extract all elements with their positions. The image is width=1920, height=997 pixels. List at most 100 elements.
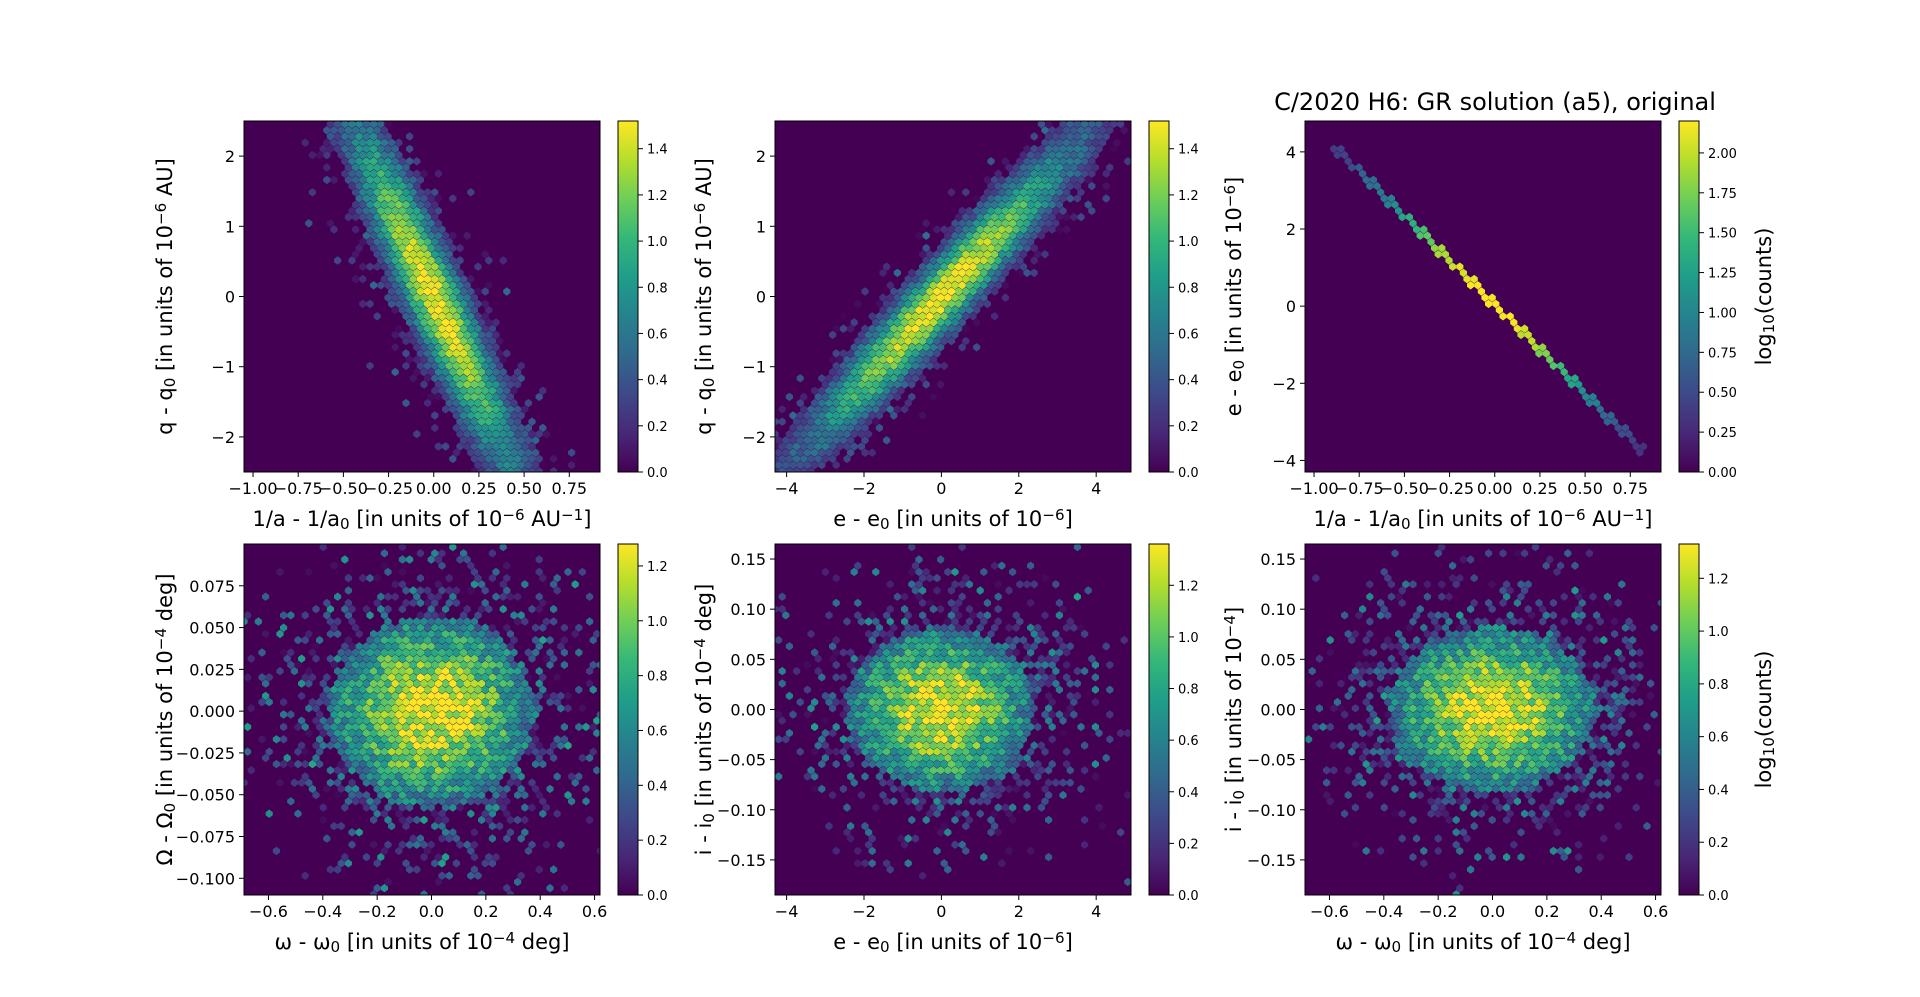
hex-cell	[890, 673, 898, 682]
hex-cell	[420, 293, 428, 302]
hex-cell	[427, 691, 435, 701]
hex-cell	[409, 697, 417, 707]
hex-cell	[1456, 735, 1464, 744]
hex-cell	[557, 704, 565, 713]
colorbar: 0.00.20.40.60.81.01.21.4	[617, 120, 668, 481]
hex-cell	[1059, 604, 1067, 614]
hex-cell	[398, 604, 406, 614]
hex-cell	[1398, 747, 1406, 756]
hex-cell	[904, 287, 912, 296]
hex-cell	[865, 741, 873, 750]
hex-cell	[1488, 728, 1496, 738]
hex-cell	[373, 138, 381, 147]
hex-cell	[832, 660, 840, 670]
hex-cell	[362, 666, 370, 676]
hex-cell	[337, 821, 345, 831]
hex-cell	[467, 747, 475, 756]
hex-cell	[991, 673, 999, 682]
hex-cell	[857, 691, 865, 701]
hex-cell	[983, 274, 991, 284]
hex-cell	[944, 617, 952, 626]
hex-cell	[1059, 778, 1067, 787]
hex-cell	[951, 305, 959, 315]
hex-cell	[836, 442, 844, 451]
hex-cell	[506, 741, 514, 750]
hex-cell	[1578, 735, 1586, 744]
hex-cell	[1001, 704, 1009, 713]
hex-cell	[955, 784, 963, 794]
panel-4: −0.6 −0.4 −0.2 0.0 0.2 0.4 0.6−0.100−0.075−0.0…	[152, 543, 668, 956]
hex-cell	[1073, 691, 1081, 701]
hex-cell	[778, 467, 786, 472]
hex-cell	[406, 815, 414, 825]
x-tick-label: −0.25	[1425, 479, 1474, 498]
hex-cell	[1503, 580, 1511, 589]
hex-cell	[821, 567, 829, 577]
hex-cell	[1495, 642, 1503, 651]
hex-cell	[1470, 772, 1478, 781]
hex-cell	[384, 778, 392, 787]
hex-cell	[424, 846, 432, 856]
hex-cell	[348, 840, 356, 849]
hex-cell	[452, 411, 460, 420]
hex-cell	[352, 126, 360, 135]
hex-cell	[1474, 728, 1482, 738]
hex-cell	[402, 722, 410, 732]
hex-cell	[474, 611, 482, 620]
hex-cell	[803, 411, 811, 420]
hex-cell	[836, 417, 844, 426]
hex-cell	[514, 417, 522, 426]
hex-cell	[951, 281, 959, 290]
hex-cell	[503, 660, 511, 670]
x-tick-label: 0	[936, 479, 946, 498]
hex-cell	[886, 281, 894, 290]
hex-cell	[1585, 710, 1593, 719]
hex-cell	[1438, 741, 1446, 750]
hex-cell	[398, 181, 406, 191]
hex-cell	[467, 635, 475, 645]
hex-cell	[409, 237, 417, 247]
hex-cell	[330, 126, 338, 135]
hex-cell	[1531, 741, 1539, 750]
hex-cell	[1528, 611, 1536, 620]
hex-cell	[861, 660, 869, 670]
hex-cell	[1009, 169, 1017, 178]
hex-cell	[922, 305, 930, 315]
hex-cell	[445, 648, 453, 657]
hex-cell	[391, 343, 399, 352]
hex-cell	[474, 573, 482, 583]
hex-cell	[416, 200, 424, 209]
hex-cell	[557, 840, 565, 849]
hex-cell	[1629, 710, 1637, 719]
hex-cell	[334, 666, 342, 676]
hex-cell	[1470, 573, 1478, 583]
hex-cell	[994, 592, 1002, 601]
hex-cell	[330, 710, 338, 719]
hex-cell	[370, 741, 378, 750]
hex-cell	[348, 206, 356, 216]
hex-cell	[839, 784, 847, 794]
hex-cell	[987, 691, 995, 701]
hex-cell	[1456, 722, 1464, 732]
hex-cell	[517, 722, 525, 732]
hex-cell	[1560, 753, 1568, 763]
hex-cell	[323, 697, 331, 707]
hex-cell	[915, 231, 923, 240]
hex-cell	[406, 865, 414, 874]
hex-cell	[384, 121, 392, 129]
hex-cell	[348, 790, 356, 800]
hex-cell	[1427, 237, 1435, 247]
hex-cell	[460, 386, 468, 395]
hex-cell	[829, 442, 837, 451]
axes-frame	[243, 543, 601, 896]
hex-cell	[334, 629, 342, 639]
hex-cell	[829, 691, 837, 701]
hex-cell	[865, 392, 873, 402]
hex-cell	[933, 809, 941, 818]
hex-cell	[1037, 169, 1045, 178]
hex-cell	[506, 890, 514, 895]
hex-cell	[478, 604, 486, 614]
hex-cell	[879, 790, 887, 800]
hex-cell	[1557, 735, 1565, 744]
